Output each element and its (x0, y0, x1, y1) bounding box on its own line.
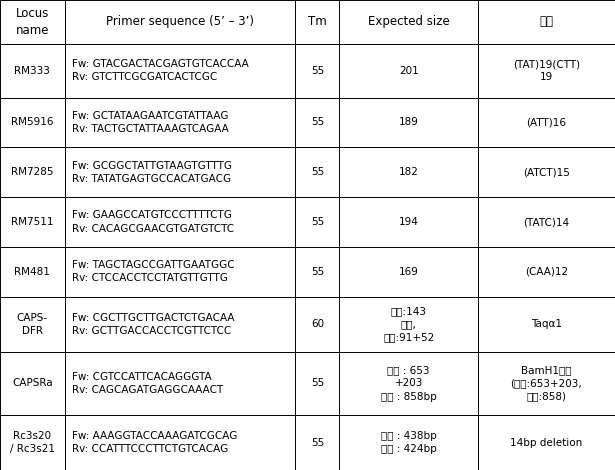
Bar (65, 197, 295, 247)
Bar (339, 0, 478, 44)
Text: 194: 194 (399, 217, 419, 227)
Bar (339, 352, 478, 415)
Bar (295, 197, 339, 247)
Text: Fw: GAAGCCATGTCCCTTTTCTG
Rv: CACAGCGAACGTGATGTCTC: Fw: GAAGCCATGTCCCTTTTCTG Rv: CACAGCGAACG… (72, 211, 234, 234)
Text: 55: 55 (311, 66, 324, 76)
Bar (339, 247, 478, 297)
Text: BamH1처리
(적색:653+203,
무색:858): BamH1처리 (적색:653+203, 무색:858) (510, 365, 582, 401)
Text: 무색:143
흑미,
적미:91+52: 무색:143 흑미, 적미:91+52 (383, 306, 434, 342)
Text: 14bp deletion: 14bp deletion (510, 438, 582, 447)
Text: RM7285: RM7285 (11, 167, 54, 177)
Bar (0, 297, 65, 352)
Bar (65, 415, 295, 470)
Text: Fw: GCTATAAGAATCGTATTAAG
Rv: TACTGCTATTAAAGTCAGAA: Fw: GCTATAAGAATCGTATTAAG Rv: TACTGCTATTA… (72, 111, 229, 134)
Bar (295, 44, 339, 98)
Bar (0, 98, 65, 148)
Text: RM333: RM333 (14, 66, 50, 76)
Text: (ATCT)15: (ATCT)15 (523, 167, 570, 177)
Text: 201: 201 (399, 66, 419, 76)
Bar (0, 44, 65, 98)
Bar (478, 297, 615, 352)
Bar (0, 0, 65, 44)
Bar (295, 98, 339, 148)
Text: 55: 55 (311, 378, 324, 388)
Text: 적색 : 653
+203
무색 : 858bp: 적색 : 653 +203 무색 : 858bp (381, 365, 437, 401)
Bar (478, 415, 615, 470)
Text: Locus
name: Locus name (15, 7, 49, 37)
Bar (65, 247, 295, 297)
Bar (478, 197, 615, 247)
Text: (TATC)14: (TATC)14 (523, 217, 569, 227)
Text: 55: 55 (311, 438, 324, 447)
Bar (65, 0, 295, 44)
Text: 60: 60 (311, 319, 324, 329)
Text: 적색 : 438bp
무색 : 424bp: 적색 : 438bp 무색 : 424bp (381, 431, 437, 454)
Bar (295, 415, 339, 470)
Bar (339, 98, 478, 148)
Text: Fw: AAAGGTACCAAAGATCGCAG
Rv: CCATTTCCCTTCTGTCACAG: Fw: AAAGGTACCAAAGATCGCAG Rv: CCATTTCCCTT… (72, 431, 237, 454)
Bar (65, 44, 295, 98)
Bar (65, 352, 295, 415)
Text: 169: 169 (399, 267, 419, 277)
Bar (478, 247, 615, 297)
Text: (CAA)12: (CAA)12 (525, 267, 568, 277)
Bar (339, 148, 478, 197)
Text: 55: 55 (311, 167, 324, 177)
Text: 55: 55 (311, 118, 324, 127)
Text: CAPS-
DFR: CAPS- DFR (17, 313, 48, 336)
Text: (ATT)16: (ATT)16 (526, 118, 566, 127)
Text: Fw: CGCTTGCTTGACTCTGACAA
Rv: GCTTGACCACCTCGTTCTCC: Fw: CGCTTGCTTGACTCTGACAA Rv: GCTTGACCACC… (72, 313, 234, 336)
Bar (478, 148, 615, 197)
Text: Expected size: Expected size (368, 16, 450, 28)
Text: 189: 189 (399, 118, 419, 127)
Text: Fw: CGTCCATTCACAGGGTA
Rv: CAGCAGATGAGGCAAACT: Fw: CGTCCATTCACAGGGTA Rv: CAGCAGATGAGGCA… (72, 372, 223, 395)
Bar (0, 197, 65, 247)
Text: 182: 182 (399, 167, 419, 177)
Bar (339, 415, 478, 470)
Text: Tm: Tm (308, 16, 327, 28)
Bar (295, 0, 339, 44)
Bar (295, 297, 339, 352)
Text: Fw: TAGCTAGCCGATTGAATGGC
Rv: CTCCACCTCCTATGTTGTTG: Fw: TAGCTAGCCGATTGAATGGC Rv: CTCCACCTCCT… (72, 260, 234, 283)
Text: RM7511: RM7511 (11, 217, 54, 227)
Text: Primer sequence (5’ – 3’): Primer sequence (5’ – 3’) (106, 16, 254, 28)
Text: RM481: RM481 (14, 267, 50, 277)
Text: Rc3s20
/ Rc3s21: Rc3s20 / Rc3s21 (10, 431, 55, 454)
Bar (65, 148, 295, 197)
Bar (295, 352, 339, 415)
Bar (339, 197, 478, 247)
Bar (478, 0, 615, 44)
Text: Taqα1: Taqα1 (531, 319, 562, 329)
Bar (295, 247, 339, 297)
Bar (65, 297, 295, 352)
Bar (0, 352, 65, 415)
Text: Fw: GCGGCTATTGTAAGTGTTTG
Rv: TATATGAGTGCCACATGACG: Fw: GCGGCTATTGTAAGTGTTTG Rv: TATATGAGTGC… (72, 161, 232, 184)
Bar (478, 44, 615, 98)
Text: 55: 55 (311, 217, 324, 227)
Bar (65, 98, 295, 148)
Bar (339, 297, 478, 352)
Bar (295, 148, 339, 197)
Text: 55: 55 (311, 267, 324, 277)
Bar (0, 148, 65, 197)
Text: (TAT)19(CTT)
19: (TAT)19(CTT) 19 (513, 59, 580, 82)
Text: CAPSRa: CAPSRa (12, 378, 53, 388)
Bar (0, 415, 65, 470)
Text: 비고: 비고 (539, 16, 554, 28)
Text: Fw: GTACGACTACGAGTGTCACCAA
Rv: GTCTTCGCGATCACTCGC: Fw: GTACGACTACGAGTGTCACCAA Rv: GTCTTCGCG… (72, 59, 248, 82)
Bar (339, 44, 478, 98)
Text: RM5916: RM5916 (11, 118, 54, 127)
Bar (478, 98, 615, 148)
Bar (0, 247, 65, 297)
Bar (478, 352, 615, 415)
